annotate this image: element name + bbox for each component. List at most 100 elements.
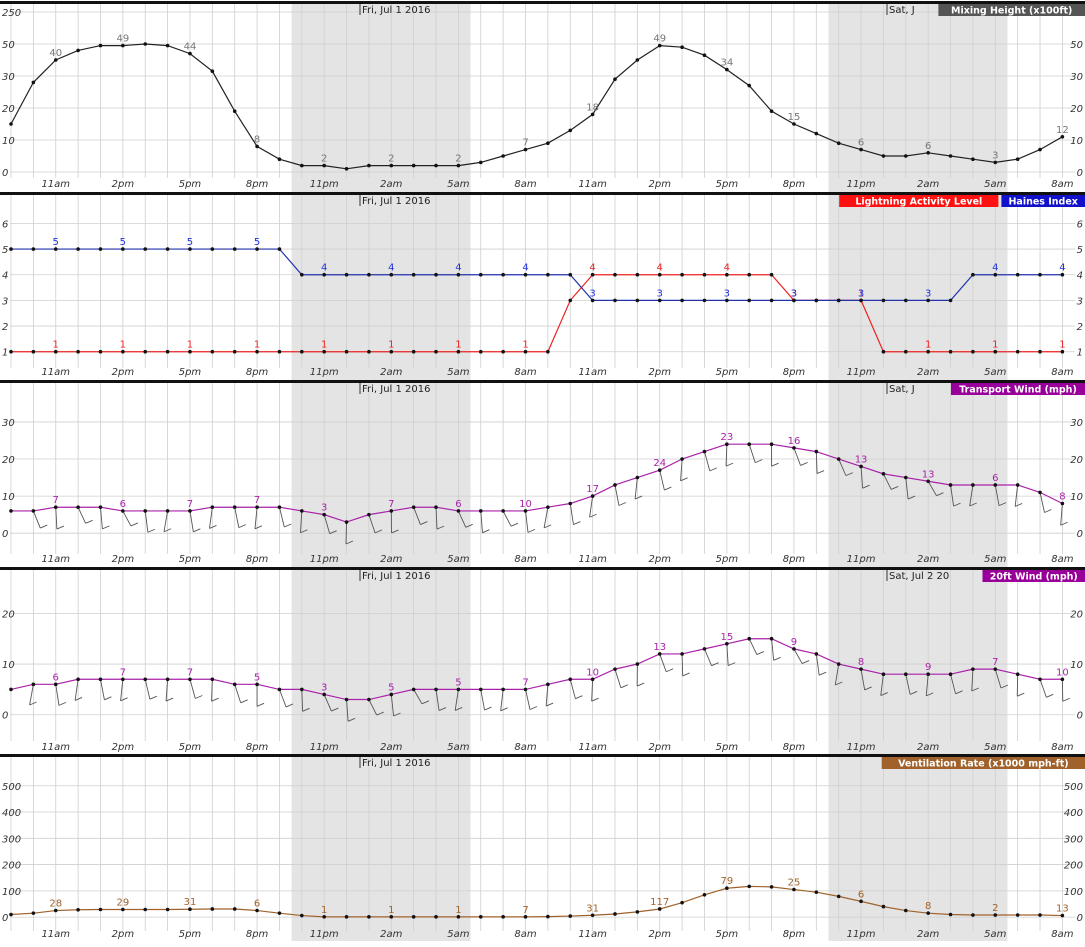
wind-barb (235, 507, 239, 527)
wind-barb (145, 679, 150, 699)
data-point (143, 42, 147, 46)
data-label: 3 (992, 150, 998, 161)
x-tick-label: 2pm (649, 554, 672, 565)
data-point (904, 909, 908, 913)
data-label: 8 (858, 657, 864, 668)
data-point (367, 915, 371, 919)
y-tick-label-right: 20 (1070, 609, 1083, 620)
y-tick-label-right: 0 (1077, 711, 1083, 722)
wind-barb-flag (239, 525, 246, 528)
wind-barb-flag (104, 697, 111, 700)
x-tick-label: 2am (380, 929, 402, 940)
data-point (613, 483, 617, 487)
data-point (1016, 913, 1020, 917)
data-point (412, 273, 416, 277)
x-tick-label: 5pm (179, 742, 202, 753)
wind-barb-flag (772, 463, 779, 466)
y-tick-label-left: 30 (2, 72, 15, 83)
data-point (680, 273, 684, 277)
date-label: Sat, Jul 2 20 (889, 571, 949, 582)
data-label: 5 (388, 682, 394, 693)
x-tick-label: 2am (380, 554, 402, 565)
data-point (636, 299, 640, 303)
data-label: 6 (53, 672, 59, 683)
night-band (829, 4, 1008, 192)
x-tick-label: 11am (578, 367, 607, 378)
data-point (546, 915, 550, 919)
wind-barb-flag (148, 529, 155, 532)
data-point (345, 520, 349, 524)
x-tick-label: 5pm (179, 929, 202, 940)
wind-barb (164, 511, 168, 532)
wind-barb (33, 511, 40, 528)
data-label: 8 (925, 901, 931, 912)
data-label: 4 (657, 263, 663, 274)
x-tick-label: 5pm (179, 554, 202, 565)
x-tick-label: 11am (41, 929, 70, 940)
data-label: 1 (992, 340, 998, 351)
y-tick-label-left: 20 (2, 104, 15, 115)
data-point (76, 677, 80, 681)
night-band (292, 383, 471, 567)
x-tick-label: 2pm (112, 367, 135, 378)
y-tick-label-right: 100 (1064, 887, 1083, 898)
wind-barb (544, 507, 548, 528)
data-point (703, 893, 707, 897)
data-point (770, 299, 774, 303)
data-point (747, 637, 751, 641)
data-label: 7 (388, 499, 394, 510)
data-point (345, 915, 349, 919)
data-point (76, 505, 80, 509)
wind-barb-flag (131, 523, 138, 526)
data-point (815, 299, 819, 303)
data-point (99, 505, 103, 509)
x-tick-label: 2pm (112, 179, 135, 190)
x-tick-label: 8pm (246, 367, 269, 378)
wind-barb-flag (621, 685, 628, 688)
wind-barb-flag (255, 526, 262, 529)
date-label: Sat, J (889, 384, 915, 395)
data-label: 4 (522, 263, 528, 274)
data-label: 6 (992, 473, 998, 484)
data-point (1016, 672, 1020, 676)
data-point (703, 53, 707, 57)
data-point (680, 457, 684, 461)
data-point (770, 442, 774, 446)
x-tick-label: 2pm (112, 554, 135, 565)
data-point (479, 350, 483, 354)
data-point (9, 913, 13, 917)
wind-barb-flag (166, 698, 173, 701)
data-point (211, 907, 215, 911)
data-point (971, 913, 975, 917)
data-label: 17 (586, 484, 599, 495)
data-point (233, 505, 237, 509)
data-label: 9 (791, 637, 797, 648)
y-tick-label-right: 30 (1070, 72, 1083, 83)
x-tick-label: 11am (578, 554, 607, 565)
x-tick-label: 8pm (246, 554, 269, 565)
wind-barb-flag (590, 514, 597, 517)
data-point (546, 350, 550, 354)
data-label: 4 (1059, 263, 1065, 274)
wind-barb-flag (757, 652, 764, 655)
data-label: 34 (720, 58, 733, 69)
data-point (636, 662, 640, 666)
data-point (211, 350, 215, 354)
data-point (882, 154, 886, 158)
data-point (434, 273, 438, 277)
y-tick-label-right: 10 (1070, 136, 1083, 147)
data-point (76, 350, 80, 354)
data-point (367, 350, 371, 354)
legend-badge-text: 20ft Wind (mph) (990, 572, 1078, 583)
wind-barb (590, 496, 593, 517)
wind-barb-flag (1046, 694, 1053, 697)
data-point (882, 299, 886, 303)
data-label: 3 (321, 682, 327, 693)
y-tick-label-right: 300 (1064, 834, 1083, 845)
legend-badge-text: Lightning Activity Level (855, 197, 982, 208)
data-point (501, 273, 505, 277)
x-tick-label: 5am (447, 554, 469, 565)
wind-barb (279, 689, 286, 707)
x-tick-label: 5pm (179, 179, 202, 190)
night-band (829, 757, 1008, 941)
